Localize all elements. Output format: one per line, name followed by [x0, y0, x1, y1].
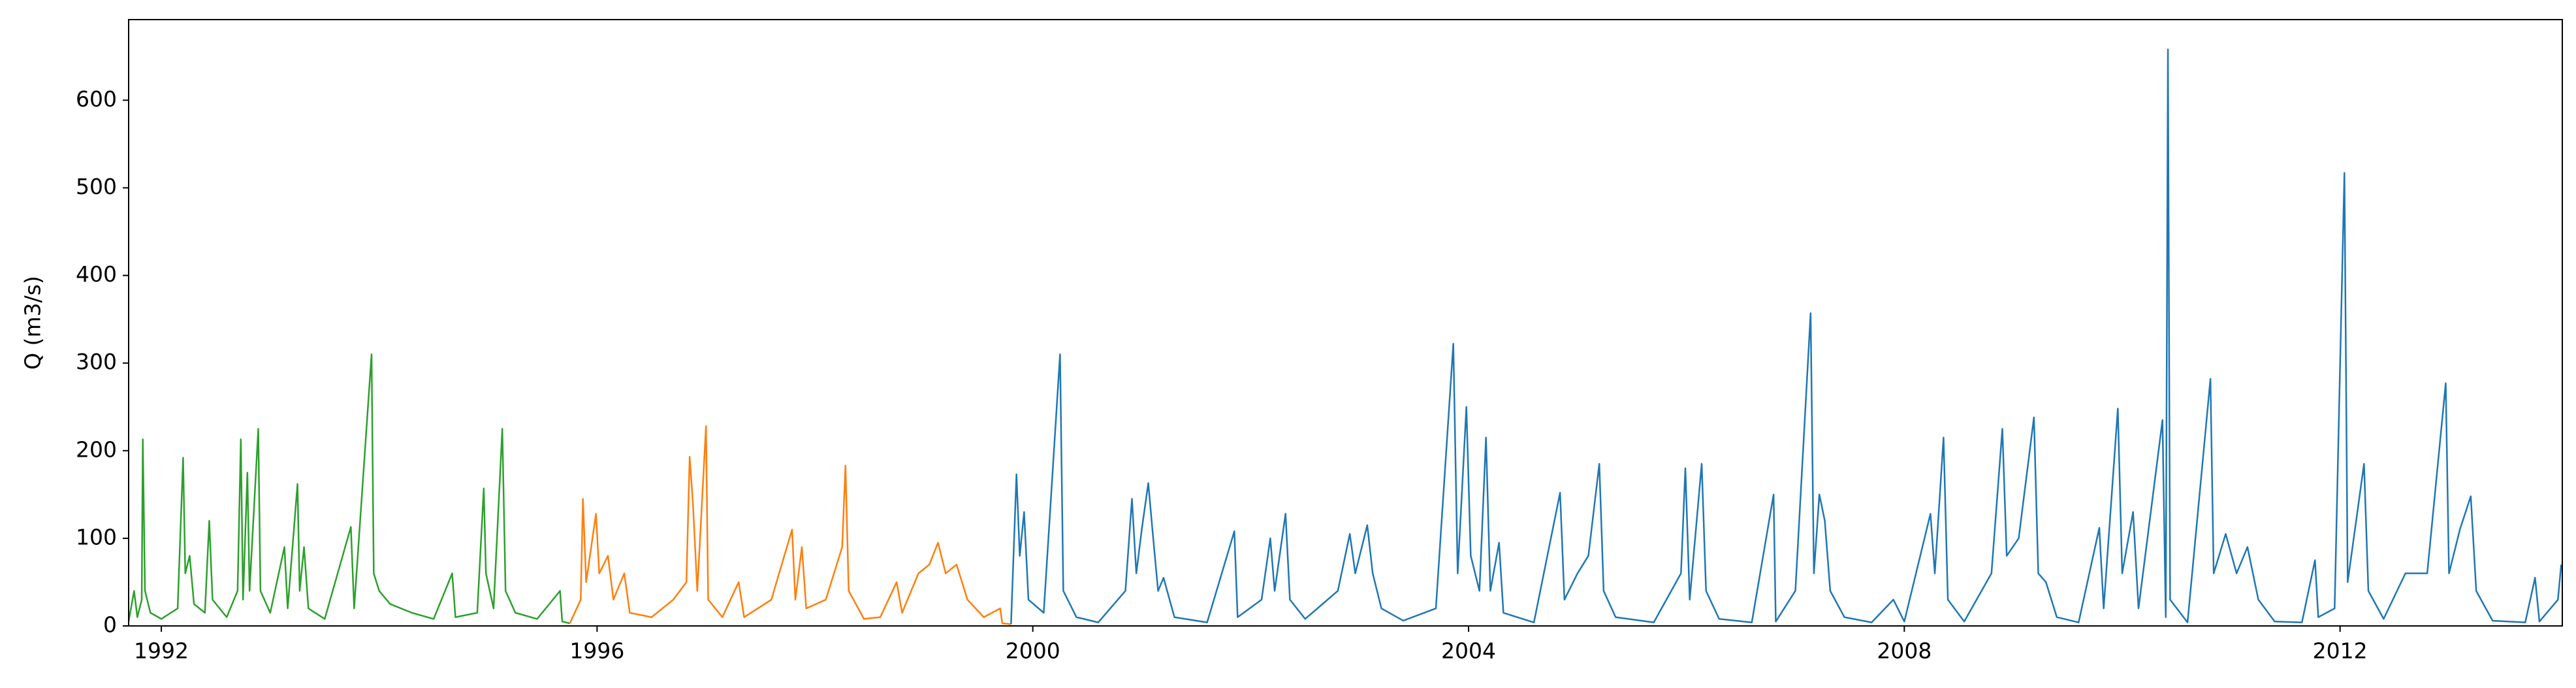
y-tick-label: 400	[76, 261, 117, 287]
series-line	[569, 425, 1011, 625]
series-line	[1010, 48, 2562, 625]
plot-frame	[128, 19, 2563, 627]
y-axis-label: Q (m3/s)	[20, 276, 46, 370]
x-tick-label: 1996	[569, 638, 624, 664]
y-tick-label: 200	[76, 436, 117, 462]
y-tick-label: 600	[76, 86, 117, 112]
y-tick-label: 300	[76, 349, 117, 374]
x-tick-label: 2008	[1877, 638, 1932, 664]
y-tick-label: 0	[103, 612, 117, 638]
x-tick-label: 2004	[1441, 638, 1496, 664]
y-tick-label: 500	[76, 174, 117, 199]
x-tick-label: 2000	[1006, 638, 1060, 664]
x-tick-label: 2012	[2313, 638, 2368, 664]
x-tick-label: 1992	[134, 638, 189, 664]
y-tick-label: 100	[76, 524, 117, 549]
series-line	[129, 353, 570, 625]
